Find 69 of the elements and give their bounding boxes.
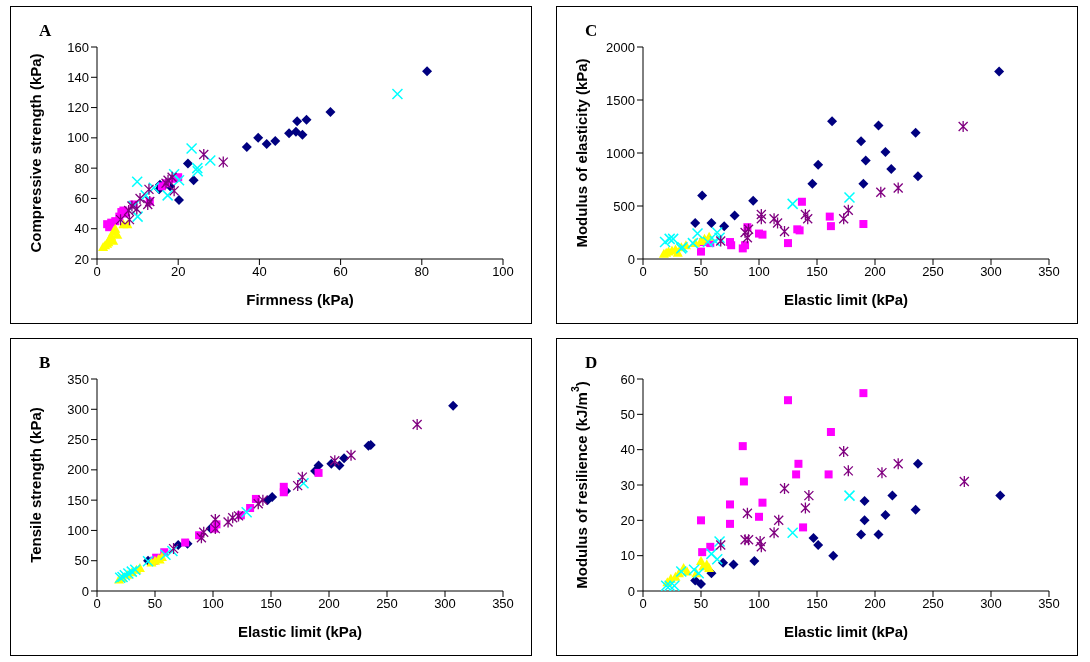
y-axis-title: Tensile strength (kPa) xyxy=(26,407,44,563)
y-axis-title: Compressive strength (kPa) xyxy=(26,53,44,253)
x-tick-label: 350 xyxy=(492,596,514,612)
y-tick-label: 150 xyxy=(67,492,89,508)
x-axis-title: Elastic limit (kPa) xyxy=(783,291,909,308)
x-tick-label: 350 xyxy=(1038,596,1060,612)
y-axis-title: Modulus of elasticity (kPa) xyxy=(572,58,590,248)
x-tick-label: 0 xyxy=(93,264,101,280)
y-tick-label: 20 xyxy=(74,251,89,267)
y-tick-label: 300 xyxy=(67,401,89,417)
x-tick-label: 300 xyxy=(980,264,1002,280)
x-tick-label: 200 xyxy=(864,264,886,280)
y-tick-label: 30 xyxy=(620,477,635,493)
x-tick-label: 50 xyxy=(693,264,709,280)
y-tick-label: 40 xyxy=(74,221,89,237)
x-tick-label: 250 xyxy=(922,596,944,612)
x-tick-label: 150 xyxy=(806,264,828,280)
x-tick-label: 40 xyxy=(252,264,267,280)
chart-title: D xyxy=(585,353,598,373)
y-tick-label: 200 xyxy=(67,462,89,478)
y-tick-label: 140 xyxy=(67,69,89,85)
x-tick-label: 150 xyxy=(260,596,282,612)
x-tick-label: 200 xyxy=(318,596,340,612)
x-axis-title: Firmness (kPa) xyxy=(246,291,354,308)
y-tick-label: 10 xyxy=(620,548,635,564)
x-tick-label: 100 xyxy=(748,264,770,280)
x-tick-label: 350 xyxy=(1038,264,1060,280)
x-tick-label: 250 xyxy=(922,264,944,280)
y-tick-label: 0 xyxy=(627,251,635,267)
y-tick-label: 500 xyxy=(613,198,635,214)
chart-title: A xyxy=(39,21,52,41)
chart-title: C xyxy=(585,21,598,41)
y-tick-label: 0 xyxy=(81,583,89,599)
x-tick-label: 300 xyxy=(980,596,1002,612)
y-tick-label: 20 xyxy=(620,512,635,528)
y-tick-label: 160 xyxy=(67,39,89,55)
y-tick-label: 1500 xyxy=(606,92,635,108)
y-tick-label: 100 xyxy=(67,130,89,146)
x-tick-label: 250 xyxy=(376,596,398,612)
x-tick-label: 200 xyxy=(864,596,886,612)
x-tick-label: 100 xyxy=(492,264,514,280)
y-tick-label: 80 xyxy=(74,160,89,176)
y-tick-label: 350 xyxy=(67,371,89,387)
x-tick-label: 300 xyxy=(434,596,456,612)
y-tick-label: 50 xyxy=(74,553,89,569)
x-tick-label: 100 xyxy=(202,596,224,612)
y-tick-label: 0 xyxy=(627,583,635,599)
x-tick-label: 100 xyxy=(748,596,770,612)
x-axis-title: Elastic limit (kPa) xyxy=(237,623,363,640)
y-tick-label: 1000 xyxy=(606,145,635,161)
y-tick-label: 40 xyxy=(620,442,635,458)
y-tick-label: 50 xyxy=(620,406,635,422)
y-tick-label: 120 xyxy=(67,100,89,116)
x-tick-label: 50 xyxy=(147,596,163,612)
x-tick-label: 20 xyxy=(170,264,186,280)
y-tick-label: 100 xyxy=(67,523,89,539)
chart-title: B xyxy=(39,353,51,373)
x-tick-label: 0 xyxy=(93,596,101,612)
x-tick-label: 0 xyxy=(639,596,647,612)
x-tick-label: 0 xyxy=(639,264,647,280)
y-tick-label: 2000 xyxy=(606,39,635,55)
y-tick-label: 60 xyxy=(74,191,89,207)
x-tick-label: 80 xyxy=(414,264,430,280)
y-tick-label: 60 xyxy=(620,371,635,387)
x-axis-title: Elastic limit (kPa) xyxy=(783,623,909,640)
x-tick-label: 60 xyxy=(333,264,348,280)
y-tick-label: 250 xyxy=(67,432,89,448)
x-tick-label: 50 xyxy=(693,596,709,612)
x-tick-label: 150 xyxy=(806,596,828,612)
